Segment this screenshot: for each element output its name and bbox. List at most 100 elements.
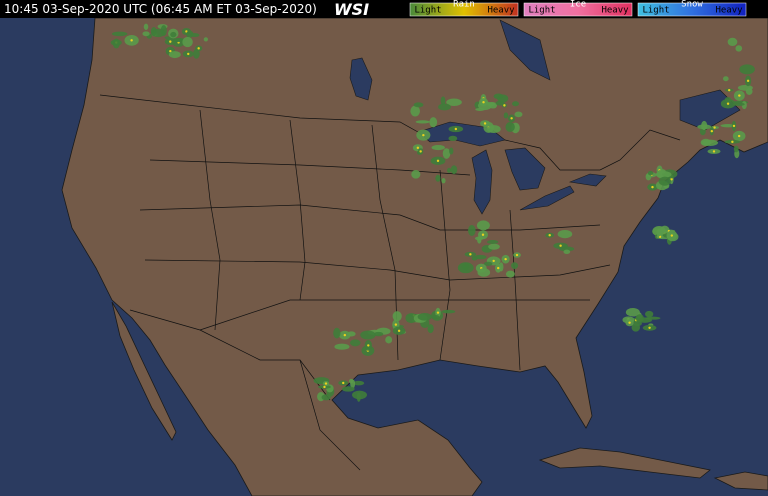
echo (503, 112, 509, 119)
echo-heavy (746, 79, 750, 83)
echo (514, 111, 523, 118)
echo-heavy (169, 49, 172, 53)
echo-heavy (397, 329, 401, 333)
legend-light: Light (414, 6, 441, 16)
echo (347, 331, 356, 337)
legend-type: Rain (453, 0, 475, 10)
echo (441, 177, 446, 184)
echo (349, 378, 354, 384)
echo-heavy (504, 257, 507, 261)
baja-california (111, 301, 177, 441)
brand: WSI (334, 0, 369, 19)
echo (446, 167, 452, 173)
echo (511, 262, 519, 270)
echo (468, 224, 476, 236)
echo (450, 165, 458, 175)
echo (488, 243, 500, 250)
echo-heavy (469, 253, 472, 256)
echo (435, 174, 441, 182)
echo-heavy (713, 126, 716, 129)
echo-heavy (726, 102, 730, 105)
echo (440, 96, 446, 106)
echo-heavy (710, 129, 714, 133)
echo-heavy (483, 122, 487, 125)
echo (474, 254, 487, 260)
echo (190, 33, 200, 38)
echo-heavy (454, 127, 458, 131)
echo-heavy (394, 323, 398, 326)
echo-heavy (732, 124, 736, 128)
echo (700, 138, 712, 147)
echo (477, 268, 491, 277)
echo-heavy (130, 39, 133, 42)
echo (356, 392, 361, 402)
echo (727, 37, 738, 47)
echo (353, 380, 365, 386)
echo (735, 45, 743, 52)
echo (405, 313, 418, 324)
lake-huron (504, 147, 546, 191)
echo (360, 330, 376, 340)
echo (203, 37, 208, 42)
echo (647, 170, 654, 176)
echo (635, 314, 644, 323)
echo (625, 308, 640, 317)
echo (432, 315, 440, 320)
legend-type: Ice (570, 0, 586, 10)
echo (486, 125, 501, 134)
echo (417, 313, 432, 321)
echo (497, 94, 509, 103)
lake-winnipeg (349, 57, 373, 101)
echo-heavy (738, 94, 741, 97)
radar-echoes (110, 23, 755, 402)
echo (645, 310, 654, 318)
echo (656, 228, 662, 237)
echo-heavy (342, 381, 345, 385)
echo (410, 105, 420, 117)
echo-heavy (503, 104, 506, 107)
echo-heavy (648, 326, 651, 329)
echo-heavy (492, 259, 495, 263)
echo (415, 120, 430, 124)
echo-heavy (422, 133, 425, 137)
hispaniola (713, 471, 768, 491)
echo (182, 36, 193, 48)
legend-heavy: Heavy (601, 6, 629, 16)
echo-heavy (559, 244, 562, 247)
echo-heavy (548, 234, 551, 237)
echo-heavy (187, 52, 190, 56)
echo-heavy (436, 311, 440, 314)
echo (505, 270, 515, 278)
echo (142, 31, 150, 37)
echo (143, 23, 149, 30)
echo (373, 331, 384, 337)
echo (429, 117, 438, 128)
cuba (538, 447, 711, 479)
echo (333, 327, 341, 339)
echo (168, 51, 181, 59)
lake-michigan (471, 149, 493, 215)
echo (505, 122, 515, 132)
echo-heavy (628, 321, 631, 324)
timestamp: 10:45 03-Sep-2020 UTC (06:45 AM ET 03-Se… (4, 2, 317, 16)
echo (446, 98, 462, 106)
echo (739, 64, 755, 75)
echo (658, 176, 672, 186)
echo (720, 123, 736, 128)
echo (112, 38, 120, 49)
echo (442, 148, 451, 159)
echo-heavy (169, 40, 172, 43)
hudson-strait (499, 19, 551, 81)
echo (745, 87, 753, 95)
legend-light: Light (528, 6, 555, 16)
echo-heavy (419, 150, 422, 153)
echo-heavy (497, 266, 500, 270)
echo (697, 124, 712, 130)
echo (732, 102, 745, 107)
echo (723, 76, 729, 82)
echo (427, 324, 434, 334)
echo-heavy (343, 333, 347, 337)
legend-heavy: Heavy (715, 6, 743, 16)
echo (321, 394, 331, 401)
